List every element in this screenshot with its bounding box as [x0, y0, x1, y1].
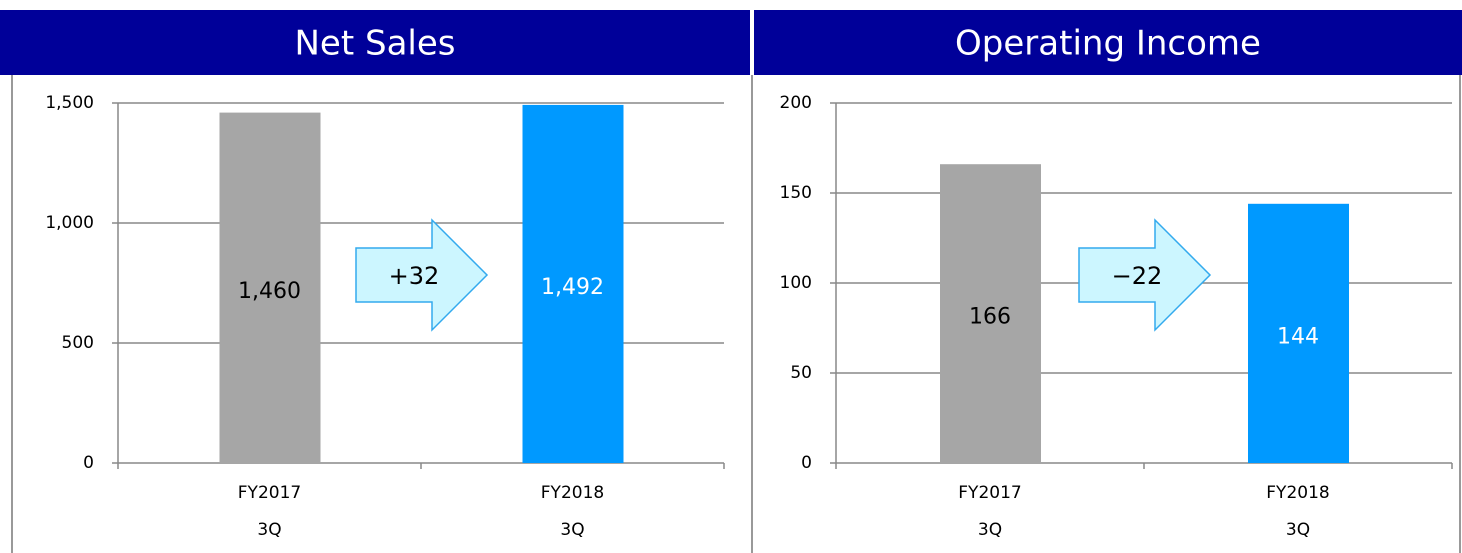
bar — [219, 112, 321, 463]
annotation: +32 — [389, 262, 440, 290]
arrow — [355, 218, 489, 332]
y-tick-label: 1,000 — [45, 213, 94, 233]
x-tick-label: FY2017 3Q — [958, 483, 1022, 540]
bar — [1248, 203, 1349, 464]
y-tick-label: 1,500 — [45, 93, 94, 113]
arrow — [1078, 218, 1212, 332]
value-label: 144 — [1277, 324, 1319, 349]
y-tick-label: 0 — [83, 453, 94, 473]
value-label: 166 — [969, 305, 1011, 330]
x-tick-label: FY2018 3Q — [1266, 483, 1330, 540]
header — [0, 10, 750, 75]
value-label: 1,492 — [541, 275, 604, 300]
chart-title: Operating Income — [955, 24, 1261, 64]
y-tick-label: 50 — [790, 363, 812, 383]
y-tick-label: 200 — [780, 93, 812, 113]
annotation: −22 — [1112, 262, 1163, 290]
y-tick-label: 150 — [780, 183, 812, 203]
chart-title: Net Sales — [295, 24, 456, 64]
bar — [522, 104, 624, 464]
y-tick-label: 100 — [780, 273, 812, 293]
y-tick-label: 0 — [801, 453, 812, 473]
header — [754, 10, 1462, 75]
x-tick-label: FY2017 3Q — [237, 483, 302, 540]
bar — [940, 164, 1041, 463]
value-label: 1,460 — [238, 279, 301, 304]
x-tick-label: FY2018 3Q — [540, 483, 605, 540]
y-tick-label: 500 — [62, 333, 94, 353]
